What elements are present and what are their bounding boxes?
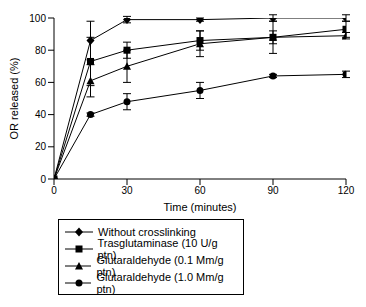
svg-text:60: 60 [194, 185, 206, 196]
svg-text:120: 120 [338, 185, 355, 196]
svg-text:20: 20 [35, 141, 47, 152]
html-text:Glutaraldehyde (0.1 Mm/g ptn): Glutaraldehyde (0.1 Mm/g ptn) [96, 253, 224, 278]
svg-text:OR released (%): OR released (%) [8, 58, 20, 140]
svg-text:30: 30 [121, 185, 133, 196]
svg-text:0: 0 [51, 185, 57, 196]
svg-text:40: 40 [35, 109, 47, 120]
svg-text:Time (minutes): Time (minutes) [164, 201, 237, 213]
svg-text:90: 90 [267, 185, 279, 196]
svg-text:80: 80 [35, 45, 47, 56]
html-text:Trasglutaminase (10 U/g ptn): Trasglutaminase (10 U/g ptn) [97, 236, 218, 261]
svg-text:100: 100 [29, 13, 46, 24]
svg-text:60: 60 [35, 77, 47, 88]
svg-text:0: 0 [40, 174, 46, 185]
html-text:Glutaraldehyde (1.0 Mm/g ptn): Glutaraldehyde (1.0 Mm/g ptn) [96, 270, 224, 295]
html-text:Without crosslinking: Without crosslinking [98, 225, 196, 238]
